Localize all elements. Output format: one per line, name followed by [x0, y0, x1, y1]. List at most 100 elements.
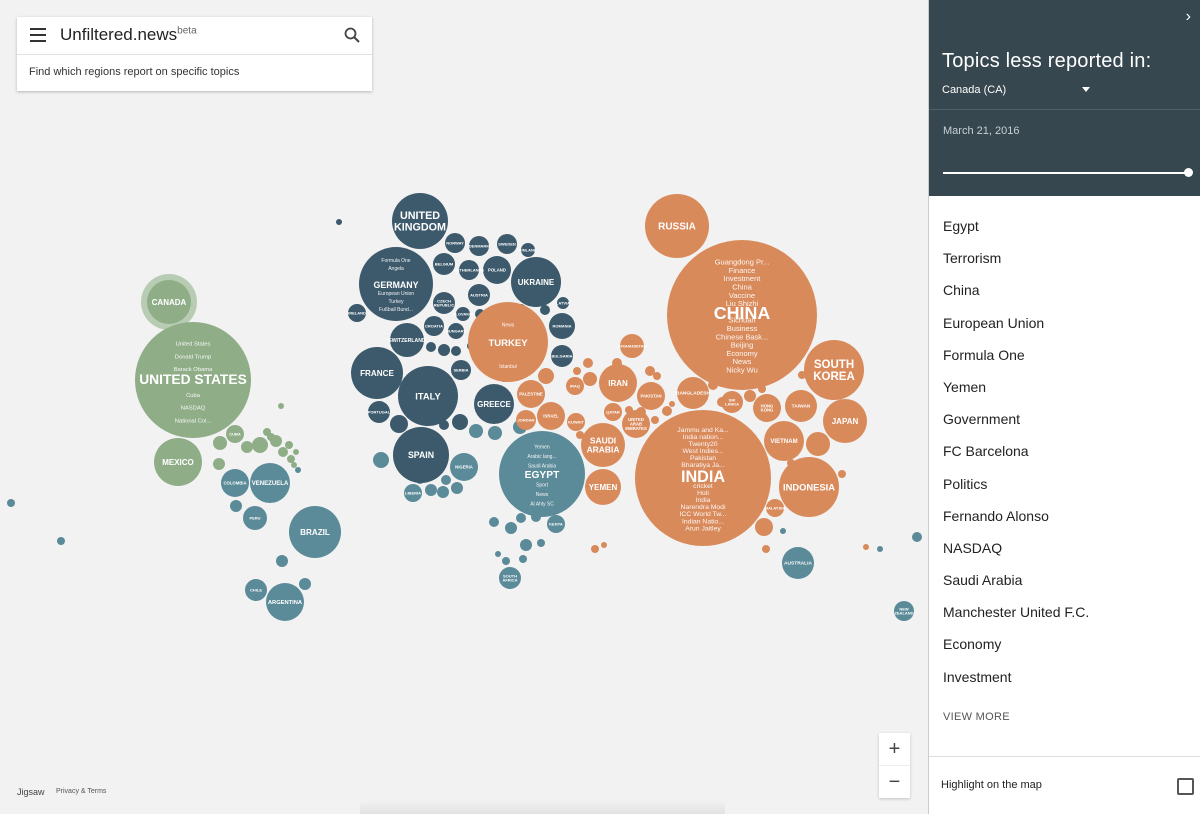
country-bubble-czech[interactable]: CZECH REPUBLIC	[433, 292, 455, 314]
country-bubble-small[interactable]	[516, 513, 526, 523]
topic-item[interactable]: Government	[943, 411, 1021, 428]
country-bubble-small[interactable]	[241, 441, 253, 453]
country-bubble-small[interactable]	[57, 537, 65, 545]
topic-item[interactable]: FC Barcelona	[943, 443, 1029, 460]
topic-item[interactable]: Manchester United F.C.	[943, 604, 1090, 621]
country-bubble-switzerland[interactable]: SWITZERLAND	[388, 323, 426, 357]
country-bubble-small[interactable]	[583, 358, 593, 368]
topic-item[interactable]: Saudi Arabia	[943, 572, 1023, 589]
country-bubble-small[interactable]	[653, 372, 661, 380]
country-bubble-canada[interactable]: CANADA	[147, 280, 191, 324]
country-bubble-peru[interactable]: PERU	[243, 506, 267, 530]
country-bubble-small[interactable]	[755, 518, 773, 536]
app-logo[interactable]: Unfiltered.newsbeta	[60, 25, 197, 45]
country-bubble-jordan[interactable]: JORDAN	[516, 410, 536, 430]
country-bubble-small[interactable]	[451, 346, 461, 356]
country-bubble-qatar[interactable]: QATAR	[604, 403, 622, 421]
country-bubble-france[interactable]: FRANCE	[351, 347, 403, 399]
country-bubble-small[interactable]	[451, 482, 463, 494]
country-bubble-small[interactable]	[263, 428, 271, 436]
country-bubble-small[interactable]	[230, 500, 242, 512]
country-bubble-bulgaria[interactable]: BULGARIA	[551, 345, 573, 367]
country-bubble-bangladesh[interactable]: BANGLADESH	[676, 377, 711, 409]
country-bubble-spain[interactable]: SPAIN	[393, 427, 449, 483]
timeline-slider-thumb[interactable]	[1184, 168, 1193, 177]
country-bubble-romania[interactable]: ROMANIA	[549, 313, 575, 339]
jigsaw-logo[interactable]: Jigsaw	[17, 787, 45, 797]
country-bubble-finland[interactable]: FINLAND	[519, 243, 537, 257]
country-bubble-small[interactable]	[291, 462, 297, 468]
search-icon[interactable]	[344, 27, 360, 48]
country-bubble-small[interactable]	[863, 544, 869, 550]
country-bubble-small[interactable]	[780, 528, 786, 534]
country-bubble-small[interactable]	[519, 555, 527, 563]
country-bubble-argentina[interactable]: ARGENTINA	[266, 583, 304, 621]
country-bubble-ukraine[interactable]: UKRAINE	[511, 257, 561, 307]
country-bubble-small[interactable]	[293, 449, 299, 455]
country-bubble-saudi-arabia[interactable]: SAUDI ARABIA	[581, 423, 625, 467]
country-bubble-indonesia[interactable]: INDONESIA	[779, 457, 839, 517]
country-bubble-small[interactable]	[669, 401, 675, 407]
country-bubble-russia[interactable]: RUSSIA	[645, 194, 709, 258]
topic-item[interactable]: China	[943, 282, 980, 299]
bottom-drawer-handle[interactable]	[360, 800, 725, 814]
zoom-in-button[interactable]: +	[888, 738, 901, 760]
country-bubble-italy[interactable]: ITALY	[398, 366, 458, 426]
country-bubble-small[interactable]	[7, 499, 15, 507]
country-bubble-small[interactable]	[213, 436, 227, 450]
country-bubble-small[interactable]	[278, 403, 284, 409]
country-bubble-netherlands[interactable]: NETHERLANDS	[454, 260, 485, 280]
country-bubble-kenya[interactable]: KENYA	[547, 515, 565, 533]
country-bubble-greece[interactable]: GREECE	[474, 384, 514, 424]
country-bubble-ireland[interactable]: IRELAND	[348, 304, 366, 322]
country-bubble-palestine[interactable]: PALESTINE	[517, 380, 545, 408]
country-bubble-uae[interactable]: UNITED ARAB EMIRATES	[622, 410, 650, 438]
close-panel-icon[interactable]: ›	[1185, 8, 1191, 25]
country-bubble-small[interactable]	[877, 546, 883, 552]
country-bubble-israel[interactable]: ISRAEL	[537, 402, 565, 430]
country-bubble-iraq[interactable]: IRAQ	[566, 377, 584, 395]
country-bubble-turkey[interactable]: TURKEY News Istanbul	[468, 302, 548, 382]
country-bubble-small[interactable]	[583, 372, 597, 386]
country-bubble-small[interactable]	[505, 522, 517, 534]
topic-item[interactable]: Politics	[943, 475, 988, 492]
country-bubble-belgium[interactable]: BELGIUM	[433, 253, 455, 275]
country-bubble-small[interactable]	[662, 406, 672, 416]
topic-item[interactable]: Economy	[943, 636, 1002, 653]
country-bubble-vietnam[interactable]: VIETNAM	[764, 421, 804, 461]
country-bubble-portugal[interactable]: PORTUGAL	[368, 401, 391, 423]
country-bubble-poland[interactable]: POLAND	[483, 256, 511, 284]
country-bubble-taiwan[interactable]: TAIWAN	[785, 390, 817, 422]
topic-item[interactable]: Egypt	[943, 218, 979, 234]
country-bubble-small[interactable]	[295, 467, 301, 473]
country-bubble-small[interactable]	[299, 578, 311, 590]
country-bubble-small[interactable]	[495, 551, 501, 557]
topic-item[interactable]: Yemen	[943, 378, 987, 395]
zoom-out-button[interactable]: −	[879, 765, 910, 798]
country-bubble-hungary[interactable]: HUNGARY	[446, 323, 466, 339]
country-bubble-mexico[interactable]: MEXICO	[154, 438, 202, 486]
country-bubble-small[interactable]	[806, 432, 830, 456]
country-bubble-small[interactable]	[838, 470, 846, 478]
country-bubble-small[interactable]	[651, 416, 659, 424]
topic-item[interactable]: European Union	[943, 314, 1045, 331]
country-bubble-small[interactable]	[336, 219, 342, 225]
country-bubble-new-zealand[interactable]: NEW ZEALAND	[894, 601, 914, 621]
country-bubble-small[interactable]	[798, 371, 806, 379]
country-bubble-yemen[interactable]: YEMEN	[585, 469, 621, 505]
country-bubble-small[interactable]	[591, 545, 599, 553]
country-bubble-india[interactable]: INDIA Jammu and Ka...India nation...Twent…	[635, 410, 771, 546]
topic-item[interactable]: Terrorism	[943, 250, 1002, 267]
country-bubble-cuba[interactable]: CUBA	[226, 425, 244, 443]
country-bubble-small[interactable]	[601, 542, 607, 548]
country-bubble-united-states[interactable]: UNITED STATES United States Donald Trump Ba…	[135, 322, 251, 438]
country-select[interactable]: Canada (CA)	[942, 84, 1007, 96]
country-bubble-small[interactable]	[452, 414, 468, 430]
country-bubble-small[interactable]	[390, 415, 408, 433]
country-bubble-serbia[interactable]: SERBIA	[451, 360, 471, 380]
privacy-link[interactable]: Privacy & Terms	[56, 788, 107, 795]
country-bubble-small[interactable]	[373, 452, 389, 468]
country-bubble-pakistan[interactable]: PAKISTAN	[637, 382, 665, 410]
country-bubble-small[interactable]	[425, 484, 437, 496]
country-bubble-venezuela[interactable]: VENEZUELA	[250, 463, 290, 503]
